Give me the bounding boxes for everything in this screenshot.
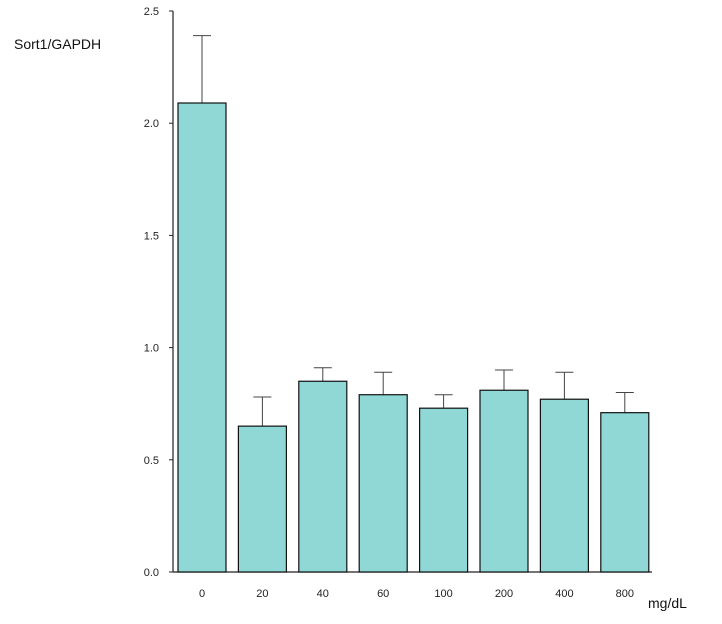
y-tick-label: 0.5: [144, 455, 159, 467]
x-axis-unit-label: mg/dL: [648, 595, 687, 611]
x-tick-label: 20: [256, 588, 268, 600]
y-axis-label: Sort1/GAPDH: [14, 36, 102, 52]
bar: [237, 425, 287, 573]
bar: [539, 398, 590, 573]
y-tick-label: 2.0: [144, 118, 159, 130]
bar: [600, 412, 650, 573]
x-tick-label: 40: [317, 588, 329, 600]
x-tick-label: 60: [377, 588, 389, 600]
x-tick-label: 400: [555, 588, 573, 600]
bar: [358, 394, 408, 573]
x-tick-label: 0: [199, 588, 205, 600]
bar: [298, 380, 348, 573]
bar: [177, 102, 227, 573]
bar: [419, 407, 469, 573]
y-tick-label: 1.5: [144, 230, 159, 242]
y-tick-label: 0.0: [144, 567, 159, 579]
y-tick-label: 2.5: [144, 6, 159, 18]
y-tick-label: 1.0: [144, 343, 159, 355]
x-tick-label: 200: [495, 588, 513, 600]
x-tick-label: 800: [616, 588, 634, 600]
x-tick-label: 100: [434, 588, 452, 600]
bar: [479, 389, 529, 573]
